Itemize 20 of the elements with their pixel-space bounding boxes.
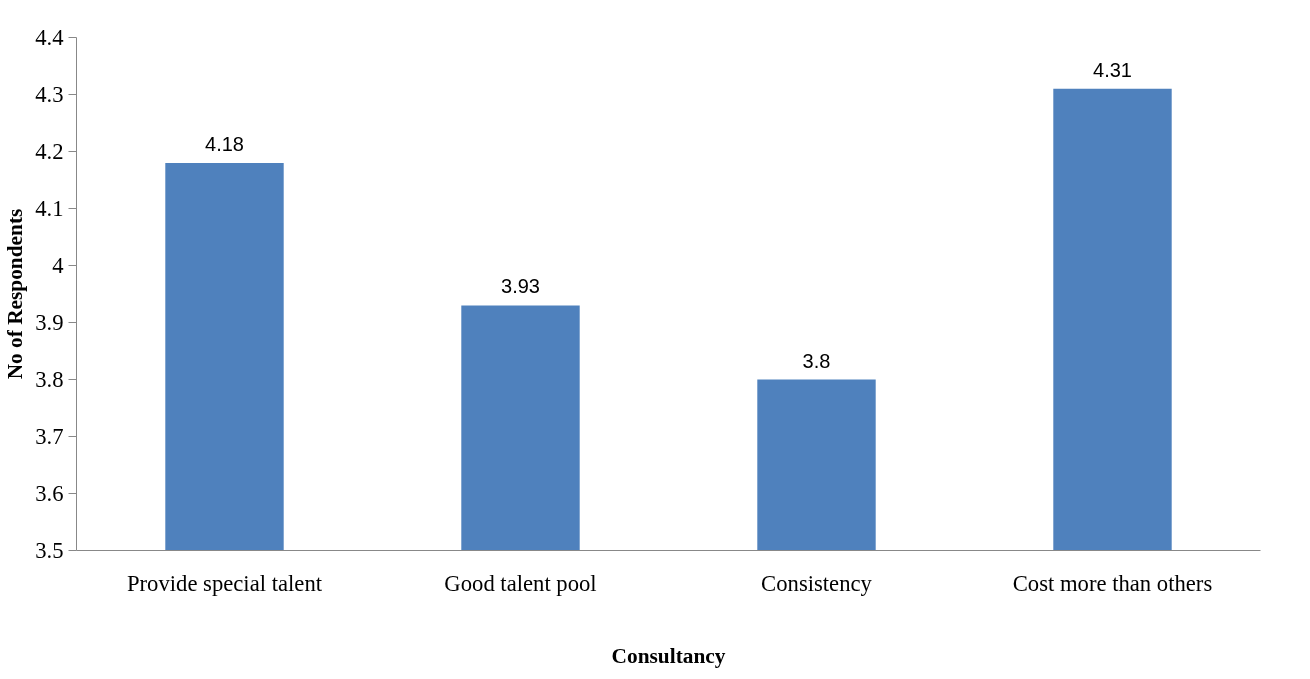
x-tick-label: Cost more than others	[1012, 570, 1213, 596]
data-label: 3.93	[501, 275, 540, 298]
data-label: 4.31	[1093, 58, 1132, 81]
data-label: 4.18	[205, 132, 244, 155]
y-tick-label: 4.2	[35, 139, 64, 164]
y-tick-label: 4	[52, 253, 64, 278]
x-tick-label: Provide special talent	[126, 570, 323, 596]
x-tick-label: Consistency	[761, 570, 873, 596]
y-tick-label: 3.6	[35, 481, 64, 506]
y-axis-title: No of Respondents	[3, 208, 28, 380]
y-tick-label: 3.8	[35, 367, 64, 392]
y-tick-label: 3.9	[35, 310, 64, 335]
y-tick-label: 4.1	[35, 196, 64, 221]
y-tick-label: 4.4	[35, 25, 64, 50]
x-tick-label: Good talent pool	[444, 570, 597, 596]
y-tick-label: 4.3	[35, 82, 64, 107]
y-tick-label: 3.7	[35, 424, 64, 449]
y-tick-label: 3.5	[35, 538, 64, 563]
x-axis-title: Consultancy	[611, 643, 726, 668]
data-label: 3.8	[802, 349, 831, 372]
